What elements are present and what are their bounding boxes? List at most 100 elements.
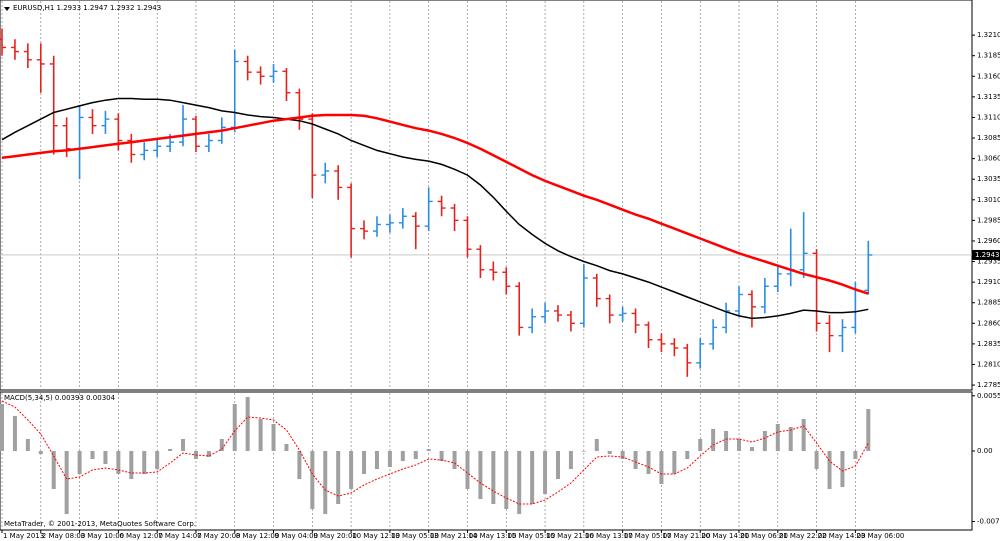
y-tick-label: 1.2985 bbox=[977, 216, 1000, 224]
y-tick-label: 1.2960 bbox=[977, 237, 1000, 245]
histogram-bar bbox=[607, 451, 612, 454]
histogram-bar bbox=[349, 451, 354, 489]
y-tick-label: 1.3185 bbox=[977, 52, 1000, 60]
histogram-bar bbox=[116, 451, 121, 474]
x-tick-label: 15 May 05:00 bbox=[507, 532, 555, 540]
histogram-bar bbox=[581, 451, 586, 452]
histogram-bar bbox=[840, 451, 845, 487]
histogram-bar bbox=[620, 451, 625, 459]
histogram-bar bbox=[555, 451, 560, 479]
histogram-bar bbox=[310, 451, 315, 509]
x-tick-label: 8 May 12:00 bbox=[236, 532, 280, 540]
y-tick-label: 1.2885 bbox=[977, 299, 1000, 307]
histogram-bar bbox=[232, 404, 237, 451]
histogram-bar bbox=[711, 429, 716, 451]
histogram-bar bbox=[685, 451, 690, 459]
histogram-bar bbox=[801, 419, 806, 451]
histogram-bar bbox=[413, 451, 418, 459]
price-label: 1.2943 bbox=[975, 251, 1000, 259]
histogram-bar bbox=[568, 451, 573, 469]
y-tick-label: 1.3035 bbox=[977, 175, 1000, 183]
histogram-bar bbox=[749, 447, 754, 451]
x-tick-label: 10 May 12:00 bbox=[352, 532, 400, 540]
y-tick-label: 1.2810 bbox=[977, 360, 1000, 368]
histogram-bar bbox=[129, 451, 134, 479]
y-tick-label: 1.3210 bbox=[977, 31, 1000, 39]
moving-average bbox=[1, 113, 869, 295]
chart-title: EURUSD,H1 1.2933 1.2947 1.2932 1.2943 bbox=[13, 4, 161, 12]
histogram-bar bbox=[439, 451, 444, 461]
histogram-bar bbox=[103, 451, 108, 464]
histogram-bar bbox=[426, 449, 431, 451]
histogram-bar bbox=[866, 409, 871, 451]
histogram-bar bbox=[168, 449, 173, 451]
histogram-bar bbox=[646, 451, 651, 474]
y-tick-label: 1.2785 bbox=[977, 381, 1000, 389]
histogram-bar bbox=[788, 427, 793, 451]
x-tick-label: 1 May 2013 bbox=[3, 532, 44, 540]
histogram-bar bbox=[258, 419, 263, 451]
histogram-bar bbox=[478, 451, 483, 499]
histogram-bar bbox=[77, 451, 82, 474]
histogram-bar bbox=[853, 451, 858, 459]
histogram-bar bbox=[491, 451, 496, 504]
histogram-bar bbox=[219, 439, 224, 451]
y-tick-label: 1.3135 bbox=[977, 93, 1000, 101]
histogram-bar bbox=[775, 424, 780, 451]
x-tick-label: 7 May 20:00 bbox=[197, 532, 241, 540]
histogram-bar bbox=[400, 451, 405, 461]
histogram-bar bbox=[633, 451, 638, 469]
x-tick-label: 2 May 08:00 bbox=[42, 532, 86, 540]
y-tick-label: 1.3160 bbox=[977, 72, 1000, 80]
macd-panel bbox=[0, 391, 973, 531]
histogram-bar bbox=[362, 451, 367, 474]
histogram-bar bbox=[452, 451, 457, 469]
x-tick-label: 17 May 05:00 bbox=[624, 532, 672, 540]
histogram-bar bbox=[25, 439, 30, 451]
histogram-bar bbox=[698, 439, 703, 451]
x-tick-label: 7 May 14:00 bbox=[158, 532, 202, 540]
histogram-bar bbox=[155, 451, 160, 469]
histogram-bar bbox=[336, 451, 341, 504]
y-tick-label: 1.3010 bbox=[977, 196, 1000, 204]
x-tick-label: 17 May 21:00 bbox=[662, 532, 710, 540]
histogram-bar bbox=[245, 397, 250, 451]
histogram-bar bbox=[271, 424, 276, 451]
price-panel bbox=[0, 0, 973, 391]
histogram-bar bbox=[64, 451, 69, 514]
histogram-bar bbox=[374, 451, 379, 469]
histogram-bar bbox=[504, 451, 509, 509]
x-tick-label: 13 May 21:00 bbox=[430, 532, 478, 540]
moving-average bbox=[1, 97, 869, 320]
x-tick-label: 3 May 10:00 bbox=[81, 532, 125, 540]
histogram-bar bbox=[543, 451, 548, 494]
y-tick-label: 1.3085 bbox=[977, 134, 1000, 142]
y-tick-label: 1.3110 bbox=[977, 113, 1000, 121]
histogram-bar bbox=[659, 451, 664, 484]
x-tick-label: 13 May 05:00 bbox=[391, 532, 439, 540]
x-tick-label: 21 May 22:00 bbox=[779, 532, 827, 540]
histogram-bar bbox=[724, 431, 729, 451]
symbol-menu-arrow[interactable] bbox=[4, 7, 10, 11]
histogram-bar bbox=[90, 451, 95, 459]
x-tick-label: 16 May 13:00 bbox=[585, 532, 633, 540]
histogram-bar bbox=[38, 451, 43, 454]
histogram-bar bbox=[323, 451, 328, 514]
price-label-box bbox=[972, 249, 1000, 260]
histogram-bar bbox=[737, 439, 742, 451]
histogram-bar bbox=[284, 444, 289, 451]
y-tick-label: 1.2935 bbox=[977, 258, 1000, 266]
histogram-bar bbox=[814, 451, 819, 469]
histogram-bar bbox=[12, 416, 17, 451]
histogram-bar bbox=[387, 451, 392, 467]
x-tick-label: 9 May 20:00 bbox=[313, 532, 357, 540]
y-tick-label: 1.2835 bbox=[977, 340, 1000, 348]
histogram-bar bbox=[594, 439, 599, 451]
histogram-bar bbox=[297, 451, 302, 479]
x-tick-label: 21 May 06:00 bbox=[740, 532, 788, 540]
histogram-bar bbox=[517, 451, 522, 514]
y-tick-label: 1.3060 bbox=[977, 155, 1000, 163]
histogram-bar bbox=[530, 451, 535, 504]
histogram-bar bbox=[672, 451, 677, 474]
